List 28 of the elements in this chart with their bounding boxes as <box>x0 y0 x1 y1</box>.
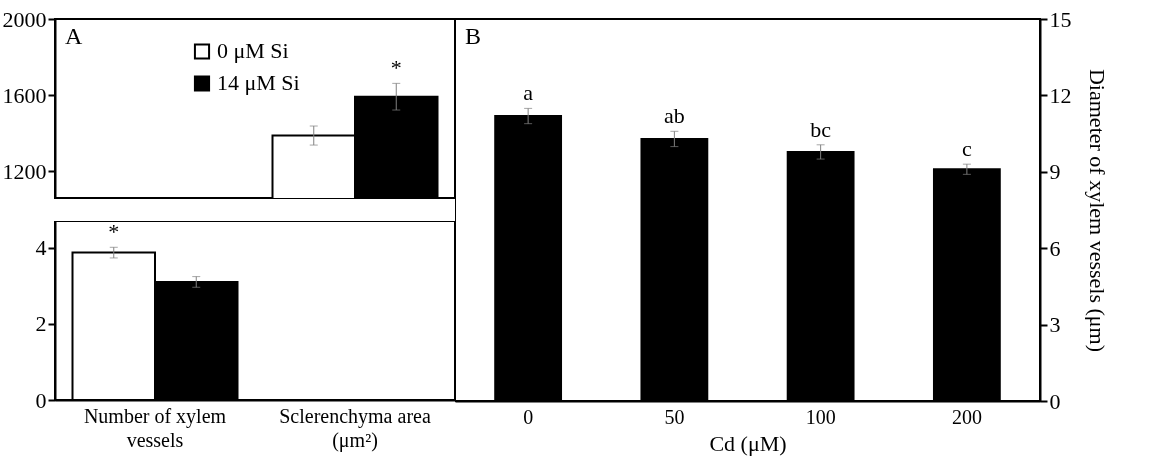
y-tick-label: 1200 <box>2 158 47 184</box>
y-tick-label: 4 <box>35 235 47 261</box>
annotation: a <box>523 80 534 106</box>
annotation: c <box>961 136 972 162</box>
annotation: A <box>65 23 83 49</box>
y-tick-label: 6 <box>1049 235 1061 261</box>
x-tick-label: Sclerenchyma area (μm²) <box>279 404 431 452</box>
x-tick-label: 0 <box>523 405 534 428</box>
legend-label: 0 μM Si <box>217 38 289 64</box>
x-tick-label: Number of xylem vessels <box>83 404 227 451</box>
y-tick-label: 15 <box>1049 6 1072 32</box>
y-tick-label: 12 <box>1049 82 1072 108</box>
y-tick-label: 2000 <box>2 6 47 32</box>
y-tick-label: 3 <box>1049 312 1061 338</box>
y-tick-label: 2 <box>35 311 47 337</box>
annotation: * <box>108 219 120 245</box>
legend-label: 14 μM Si <box>217 70 300 96</box>
y-axis-title: Diameter of xylem vessels (μm) <box>1084 68 1110 353</box>
annotation: B <box>465 23 482 49</box>
x-axis-title: Cd (μM) <box>709 430 787 456</box>
x-tick-label: 100 <box>805 405 836 428</box>
y-tick-label: 9 <box>1049 159 1061 185</box>
x-tick-label: 200 <box>951 405 982 428</box>
annotation: * <box>390 55 402 81</box>
annotation: ab <box>663 103 685 129</box>
annotation: bc <box>810 116 832 142</box>
x-tick-label: 50 <box>664 405 685 428</box>
y-tick-label: 1600 <box>2 82 47 108</box>
